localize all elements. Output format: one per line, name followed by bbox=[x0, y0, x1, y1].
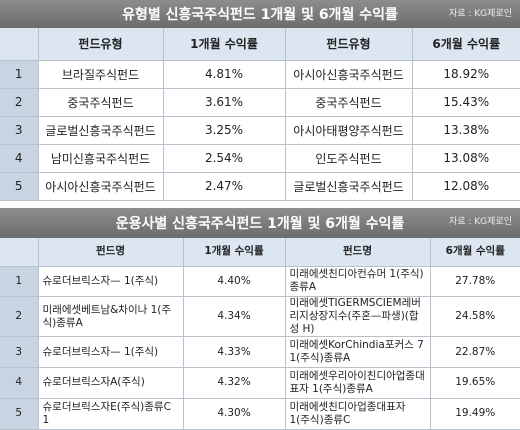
cell: 12.08% bbox=[411, 172, 520, 201]
cell: 4.34% bbox=[182, 296, 285, 338]
header-corner bbox=[0, 28, 38, 61]
rank: 1 bbox=[0, 60, 38, 89]
cell: 슈로더브릭스자— 1(주식) bbox=[37, 336, 183, 369]
row: 1 슈로더브릭스자— 1(주식) 4.40% 미래에셋친디아컨슈머 1(주식)종류A 2… bbox=[0, 266, 520, 298]
source: 자료 : KG제로인 bbox=[448, 217, 512, 227]
row: 4 남미신흥국주식펀드 2.54% 인도주식펀드 13.08% bbox=[0, 144, 520, 173]
rank: 1 bbox=[0, 266, 38, 298]
row: 2 중국주식펀드 3.61% 중국주식펀드 15.43% bbox=[0, 88, 520, 117]
cell: 4.81% bbox=[162, 60, 285, 89]
cell: 미래에셋베트남&차이나 1(주식)종류A bbox=[37, 296, 183, 338]
header-cell: 펀드유형 bbox=[37, 28, 163, 61]
title-bar: 운용사별 신흥국주식펀드 1개월 및 6개월 수익률 자료 : KG제로인 bbox=[0, 208, 520, 238]
cell: 4.33% bbox=[182, 336, 285, 369]
row: 5 아시아신흥국주식펀드 2.47% 글로벌신흥국주식펀드 12.08% bbox=[0, 172, 520, 201]
cell: 미래에셋우리아이친디아업종대표자 1(주식)종류A bbox=[284, 367, 430, 399]
title-bar: 유형별 신흥국주식펀드 1개월 및 6개월 수익률 자료 : KG제로인 bbox=[0, 0, 520, 28]
cell: 슈로더브릭스자A(주식) bbox=[37, 367, 183, 399]
header-cell: 1개월 수익률 bbox=[162, 28, 285, 61]
cell: 2.47% bbox=[162, 172, 285, 201]
cell: 27.78% bbox=[429, 266, 520, 298]
cell: 3.25% bbox=[162, 116, 285, 145]
rank: 2 bbox=[0, 88, 38, 117]
cell: 중국주식펀드 bbox=[284, 88, 412, 117]
rank: 3 bbox=[0, 336, 38, 369]
title: 운용사별 신흥국주식펀드 1개월 및 6개월 수익률 bbox=[115, 216, 405, 232]
cell: 13.38% bbox=[411, 116, 520, 145]
row: 4 슈로더브릭스자A(주식) 4.32% 미래에셋우리아이친디아업종대표자 1(주식)… bbox=[0, 367, 520, 399]
cell: 4.30% bbox=[182, 398, 285, 430]
cell: 브라질주식펀드 bbox=[37, 60, 163, 89]
header-cell: 6개월 수익률 bbox=[429, 238, 520, 267]
cell: 슈로더브릭스자— 1(주식) bbox=[37, 266, 183, 298]
rank: 3 bbox=[0, 116, 38, 145]
header-row: 펀드명 1개월 수익률 펀드명 6개월 수익률 bbox=[0, 238, 520, 267]
title: 유형별 신흥국주식펀드 1개월 및 6개월 수익률 bbox=[122, 7, 398, 23]
cell: 19.65% bbox=[429, 367, 520, 399]
row: 3 슈로더브릭스자— 1(주식) 4.33% 미래에셋KorChindia포커스 7 … bbox=[0, 336, 520, 369]
cell: 글로벌신흥국주식펀드 bbox=[37, 116, 163, 145]
cell: 18.92% bbox=[411, 60, 520, 89]
header-cell: 펀드명 bbox=[37, 238, 183, 267]
row: 2 미래에셋베트남&차이나 1(주식)종류A 4.34% 미래에셋TIGERMSCIE… bbox=[0, 296, 520, 338]
header-cell: 펀드명 bbox=[284, 238, 430, 267]
cell: 19.49% bbox=[429, 398, 520, 430]
row: 3 글로벌신흥국주식펀드 3.25% 아시아태평양주식펀드 13.38% bbox=[0, 116, 520, 145]
cell: 15.43% bbox=[411, 88, 520, 117]
table-type: 유형별 신흥국주식펀드 1개월 및 6개월 수익률 자료 : KG제로인 펀드유형… bbox=[0, 0, 520, 201]
cell: 4.32% bbox=[182, 367, 285, 399]
rank: 4 bbox=[0, 367, 38, 399]
row: 1 브라질주식펀드 4.81% 아시아신흥국주식펀드 18.92% bbox=[0, 60, 520, 89]
header-cell: 6개월 수익률 bbox=[411, 28, 520, 61]
rank: 4 bbox=[0, 144, 38, 173]
cell: 글로벌신흥국주식펀드 bbox=[284, 172, 412, 201]
cell: 아시아신흥국주식펀드 bbox=[284, 60, 412, 89]
cell: 미래에셋친디아업종대표자 1(주식)종류C bbox=[284, 398, 430, 430]
cell: 24.58% bbox=[429, 296, 520, 338]
cell: 남미신흥국주식펀드 bbox=[37, 144, 163, 173]
cell: 아시아신흥국주식펀드 bbox=[37, 172, 163, 201]
rank: 2 bbox=[0, 296, 38, 338]
header-corner bbox=[0, 238, 38, 267]
cell: 3.61% bbox=[162, 88, 285, 117]
cell: 인도주식펀드 bbox=[284, 144, 412, 173]
header-cell: 펀드유형 bbox=[284, 28, 412, 61]
header-cell: 1개월 수익률 bbox=[182, 238, 285, 267]
cell: 미래에셋TIGERMSCIEM레버리지상장지수(주혼—파생)(합성 H) bbox=[284, 296, 430, 338]
source: 자료 : KG제로인 bbox=[448, 9, 512, 19]
rank: 5 bbox=[0, 398, 38, 430]
cell: 4.40% bbox=[182, 266, 285, 298]
cell: 13.08% bbox=[411, 144, 520, 173]
cell: 미래에셋친디아컨슈머 1(주식)종류A bbox=[284, 266, 430, 298]
cell: 2.54% bbox=[162, 144, 285, 173]
cell: 슈로더브릭스자E(주식)종류C 1 bbox=[37, 398, 183, 430]
table: 펀드유형 1개월 수익률 펀드유형 6개월 수익률 1 브라질주식펀드 4.81% 아시아신흥… bbox=[0, 28, 520, 201]
cell: 중국주식펀드 bbox=[37, 88, 163, 117]
cell: 22.87% bbox=[429, 336, 520, 369]
cell: 미래에셋KorChindia포커스 7 1(주식)종류A bbox=[284, 336, 430, 369]
table: 펀드명 1개월 수익률 펀드명 6개월 수익률 1 슈로더브릭스자— 1(주식) 4.40%… bbox=[0, 238, 520, 430]
table-manager: 운용사별 신흥국주식펀드 1개월 및 6개월 수익률 자료 : KG제로인 펀드명… bbox=[0, 208, 520, 430]
row: 5 슈로더브릭스자E(주식)종류C 1 4.30% 미래에셋친디아업종대표자 1(주식… bbox=[0, 398, 520, 430]
cell: 아시아태평양주식펀드 bbox=[284, 116, 412, 145]
header-row: 펀드유형 1개월 수익률 펀드유형 6개월 수익률 bbox=[0, 28, 520, 61]
rank: 5 bbox=[0, 172, 38, 201]
